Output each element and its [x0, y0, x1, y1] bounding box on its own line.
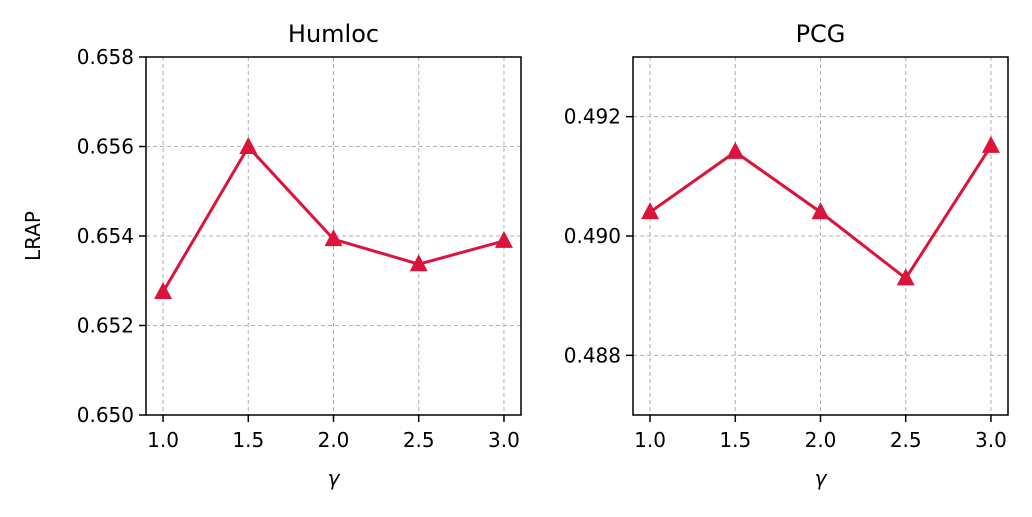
y-axis-label: LRAP: [21, 211, 45, 261]
marker: [896, 268, 915, 286]
y-tick-label: 0.656: [77, 135, 134, 159]
chart-title: Humloc: [288, 20, 379, 48]
x-tick-label: 3.0: [975, 428, 1007, 452]
y-tick-label: 0.650: [77, 403, 134, 427]
x-tick-label: 2.0: [805, 428, 837, 452]
x-tick-label: 2.5: [403, 428, 435, 452]
marker: [154, 281, 173, 299]
plot-frame: [632, 56, 1009, 416]
x-axis-label: γ: [815, 466, 828, 490]
y-tick-label: 0.490: [564, 224, 621, 248]
x-tick-label: 2.5: [890, 428, 922, 452]
x-tick-label: 1.0: [147, 428, 179, 452]
x-tick-label: 2.0: [318, 428, 350, 452]
y-tick-label: 0.654: [77, 224, 134, 248]
marker: [239, 136, 258, 154]
y-tick-label: 0.492: [564, 105, 621, 129]
x-tick-label: 1.0: [634, 428, 666, 452]
x-tick-label: 1.5: [719, 428, 751, 452]
plot-frame: [145, 56, 522, 416]
x-tick-label: 3.0: [488, 428, 520, 452]
marker: [641, 202, 660, 220]
marker: [409, 254, 428, 272]
marker: [811, 202, 830, 220]
chart-title: PCG: [796, 20, 846, 48]
marker: [494, 230, 513, 248]
x-tick-label: 1.5: [232, 428, 264, 452]
y-tick-label: 0.652: [77, 314, 134, 338]
marker: [324, 229, 343, 247]
marker: [981, 135, 1000, 153]
x-axis-label: γ: [328, 466, 341, 490]
y-tick-label: 0.658: [77, 45, 134, 69]
y-tick-label: 0.488: [564, 343, 621, 367]
marker: [726, 141, 745, 159]
